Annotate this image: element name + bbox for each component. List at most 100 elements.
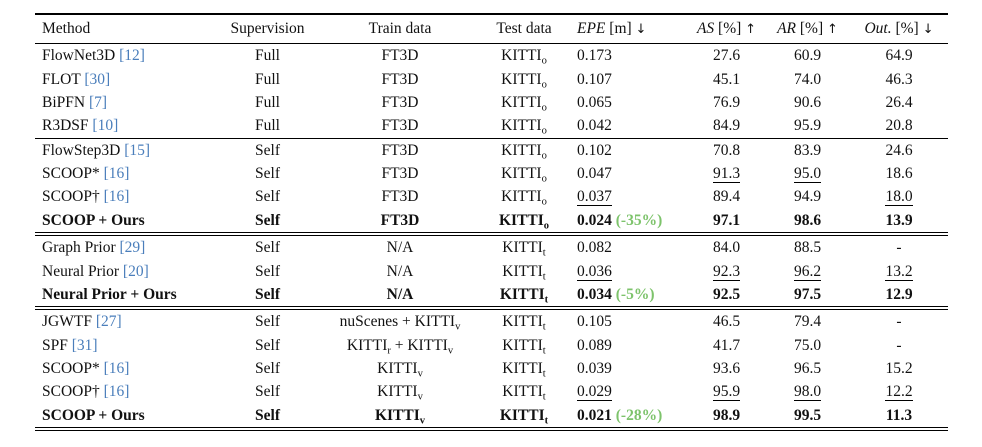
method-cell: SPF [31] [35,334,215,357]
method-name: FLOT [42,70,81,88]
citation-link[interactable]: [30] [84,70,111,88]
as-value: 91.3 [712,165,741,184]
citation-link[interactable]: [27] [95,313,122,331]
train-data-cell: N/A [320,259,480,282]
ar-cell: 97.5 [765,283,850,308]
citation-link[interactable]: [29] [119,239,146,257]
up-arrow-icon: ↑ [745,22,757,37]
ar-value: 83.9 [793,141,822,159]
as-value: 95.9 [712,383,741,402]
as-cell: 45.1 [688,67,765,90]
table-header: Method Supervision Train data Test data … [35,14,948,44]
epe-value: 0.037 [577,188,612,207]
supervision-cell: Full [255,93,280,111]
method-cell: FLOT [30] [35,67,215,90]
test-data-cell: KITTIt [480,283,568,308]
supervision-cell: Self [255,211,280,229]
as-cell: 98.9 [688,404,765,429]
method-cell: Neural Prior + Ours [35,283,215,308]
out-cell: 18.6 [850,162,948,185]
table-group-3: Graph Prior [29] Self N/A KITTIt 0.082 84.0 88… [35,234,948,309]
subscript: v [417,392,423,404]
table-row: SCOOP† [16] Self FT3D KITTIo 0.037 89.4 94.9 18… [35,185,948,208]
citation-link[interactable]: [12] [119,47,145,65]
epe-cell: 0.047 [568,162,688,185]
supervision-cell: Self [255,239,280,257]
citation-link[interactable]: [31] [71,336,98,354]
as-cell: 76.9 [688,91,765,114]
out-value: 46.3 [885,70,913,88]
test-data-cell: KITTIo [480,44,568,68]
method-cell: BiPFN [7] [35,91,215,114]
supervision-cell: Full [255,70,280,88]
citation-link[interactable]: [7] [88,93,108,111]
train-data-cell: KITTIv [320,357,480,380]
as-cell: 91.3 [688,162,765,185]
out-cell: 18.0 [850,185,948,208]
train-data-label: KITTI [346,336,388,354]
table-group-4: JGWTF [27] Self nuScenes + KITTIv KITTIt 0.1… [35,308,948,429]
test-data-label: KITTI [498,211,544,229]
out-value: 15.2 [885,360,913,378]
subscript: t [544,415,549,427]
train-data-label: + KITTI [390,336,448,354]
train-data-label: FT3D [380,211,420,229]
test-data-label: KITTI [502,360,543,378]
train-data-cell: KITTIv [320,404,480,429]
as-cell: 95.9 [688,380,765,403]
subscript: t [542,392,546,404]
ar-value: 99.5 [793,406,822,424]
train-data-label: N/A [386,239,414,257]
citation-link[interactable]: [16] [103,383,130,401]
epe-cell: 0.029 [568,380,688,403]
method-cell: SCOOP* [16] [35,162,215,185]
citation-link[interactable]: [16] [103,360,130,378]
train-data-label: KITTI [377,360,418,378]
as-value: 97.1 [712,211,741,229]
ar-value: 60.9 [793,47,822,65]
subscript: t [544,294,549,306]
as-value: 46.5 [712,313,741,331]
ar-value: 95.0 [793,165,822,184]
improvement-delta: (-28%) [611,406,663,424]
ar-cell: 96.2 [765,259,850,282]
ar-cell: 98.0 [765,380,850,403]
table-row: SCOOP* [16] Self FT3D KITTIo 0.047 91.3 95.0 18… [35,162,948,185]
header-epe: EPE [m] ↓ [577,20,647,37]
subscript: t [542,247,546,259]
subscript: v [447,345,454,357]
supervision-cell: Self [255,141,280,159]
epe-cell: 0.102 [568,138,688,162]
ar-value: 95.9 [793,117,822,135]
as-cell: 70.8 [688,138,765,162]
method-name: BiPFN [42,93,86,111]
method-name: SCOOP† [42,188,100,206]
test-data-label: KITTI [501,188,542,206]
table-row: SCOOP* [16] Self KITTIv KITTIt 0.039 93.6 96.5… [35,357,948,380]
citation-link[interactable]: [16] [103,188,130,206]
test-data-label: KITTI [501,117,542,135]
citation-link[interactable]: [20] [122,262,149,280]
test-data-cell: KITTIt [480,334,568,357]
test-data-cell: KITTIo [480,162,568,185]
ar-cell: 95.9 [765,114,850,138]
as-value: 84.9 [712,117,741,135]
train-data-label: FT3D [381,165,419,183]
epe-cell: 0.042 [568,114,688,138]
header-method: Method [42,20,91,37]
out-cell: 12.9 [850,283,948,308]
train-data-cell: FT3D [320,209,480,234]
table-row: SCOOP + Ours Self KITTIv KITTIt 0.021 (-28%)… [35,404,948,429]
epe-value: 0.102 [577,141,612,159]
down-arrow-icon: ↓ [922,22,934,37]
supervision-cell: Full [255,117,280,135]
subscript: o [541,102,547,114]
citation-link[interactable]: [16] [103,165,130,183]
epe-cell: 0.034 (-5%) [568,283,688,308]
ar-value: 98.6 [793,211,822,229]
ar-cell: 98.6 [765,209,850,234]
citation-link[interactable]: [15] [124,141,151,159]
epe-cell: 0.036 [568,259,688,282]
as-value: 70.8 [712,141,741,159]
citation-link[interactable]: [10] [92,117,119,135]
